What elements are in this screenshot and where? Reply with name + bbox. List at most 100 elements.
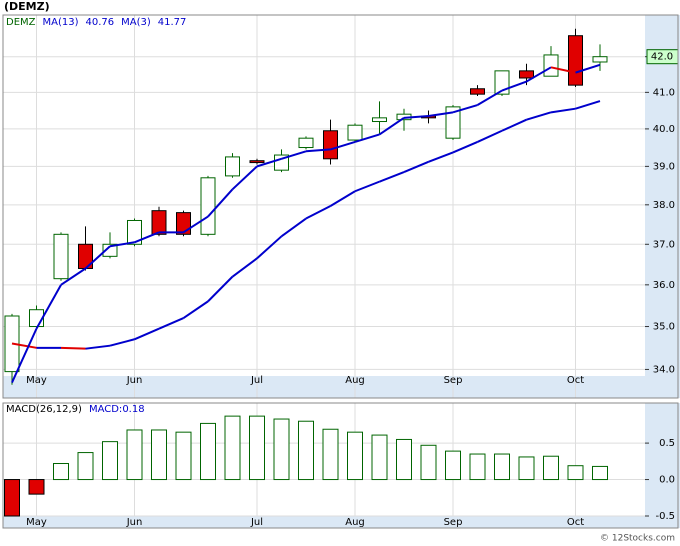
y-tick-label: 38.0	[653, 200, 675, 211]
legend-value: 40.76	[86, 17, 115, 28]
moving-average	[85, 344, 111, 350]
x-axis-strip	[3, 516, 645, 528]
moving-average	[403, 115, 429, 119]
candle-body	[151, 210, 167, 235]
moving-average	[428, 151, 454, 163]
moving-average	[379, 171, 405, 183]
candle-body	[470, 88, 485, 95]
moving-average	[11, 328, 38, 383]
moving-average	[330, 140, 356, 151]
x-tick-label: Jun	[126, 517, 143, 528]
candle-body	[102, 243, 118, 257]
candle-body	[225, 156, 240, 177]
moving-average	[84, 245, 111, 270]
candle-body	[347, 124, 363, 141]
moving-average	[452, 104, 478, 114]
x-tick-label: May	[26, 517, 47, 528]
legend-entry: DEMZ	[6, 17, 36, 28]
macd-bar	[102, 441, 118, 481]
readout-label: MACD:	[89, 404, 122, 415]
legend-entry: MA(3)	[121, 17, 151, 28]
macd-bar	[518, 456, 535, 481]
x-tick-label: Jun	[126, 375, 143, 386]
x-tick-label: Sep	[444, 517, 463, 528]
y-tick-label: 0.0	[659, 475, 675, 486]
moving-average	[280, 217, 307, 238]
moving-average	[35, 284, 62, 330]
y-tick-label: -0.5	[655, 511, 675, 522]
candle-body	[592, 56, 608, 63]
macd-bar	[322, 428, 339, 481]
candle-body	[445, 106, 461, 139]
macd-bar	[175, 431, 192, 481]
macd-bar	[224, 415, 241, 481]
chart-title: (DEMZ)	[4, 0, 50, 13]
moving-average	[231, 257, 258, 278]
macd-bar	[371, 434, 388, 481]
moving-average	[60, 346, 86, 350]
macd-bar	[347, 431, 363, 481]
moving-average	[550, 66, 576, 74]
moving-average	[476, 89, 503, 106]
last-price-label: 42.0	[651, 52, 673, 63]
x-tick-label: Jul	[250, 517, 263, 528]
moving-average	[525, 66, 552, 83]
moving-average	[158, 317, 184, 330]
y-tick-label: 36.0	[653, 280, 675, 291]
moving-average	[526, 111, 552, 121]
moving-average	[109, 338, 135, 347]
macd-bar	[420, 444, 437, 481]
candle-body	[176, 212, 191, 235]
moving-average	[134, 327, 160, 341]
legend-entry: MACD(26,12,9)	[6, 404, 82, 415]
candle-body	[323, 130, 338, 160]
candle-body	[127, 219, 142, 245]
macd-bar	[543, 455, 559, 481]
moving-average	[60, 267, 87, 286]
x-tick-label: Jul	[250, 375, 263, 386]
macd-bar	[151, 429, 167, 481]
candle-body	[372, 117, 387, 123]
x-axis-strip	[3, 376, 645, 398]
macd-bar	[396, 438, 412, 481]
moving-average	[305, 205, 331, 220]
x-tick-label: Oct	[567, 517, 584, 528]
y-tick-label: 34.0	[653, 364, 675, 375]
moving-average	[501, 80, 527, 92]
moving-average	[305, 148, 331, 153]
macd-bar	[592, 465, 608, 481]
moving-average	[354, 180, 380, 193]
moving-average	[256, 157, 282, 168]
candle-body	[249, 160, 265, 164]
y-tick-label: 39.0	[653, 161, 675, 172]
moving-average	[231, 165, 258, 191]
y-tick-label: 40.0	[653, 124, 675, 135]
macd-bar	[126, 429, 143, 481]
y-tick-label: 37.0	[653, 239, 675, 250]
macd-bar	[200, 422, 216, 481]
candle-body	[200, 177, 216, 235]
x-tick-label: Oct	[567, 375, 584, 386]
plot-layer: 34.0 35.0 36.0 37.0 38.0 39.0 40.0 41.0 42.0 May J…	[3, 15, 679, 528]
legend-value: 41.77	[158, 17, 187, 28]
candle-body	[298, 137, 314, 149]
moving-average	[501, 118, 527, 132]
macd-bar	[77, 452, 94, 481]
y-tick-label: 35.0	[653, 322, 675, 333]
macd-bar	[469, 453, 486, 481]
moving-average	[452, 140, 478, 154]
moving-average	[378, 117, 405, 136]
moving-average	[256, 235, 283, 260]
macd-bar	[4, 479, 20, 517]
macd-bar	[298, 420, 314, 481]
moving-average	[329, 190, 356, 207]
moving-average	[428, 111, 454, 117]
x-tick-label: Sep	[444, 375, 463, 386]
macd-bar	[249, 415, 265, 481]
moving-average	[109, 241, 135, 248]
y-axis-strip	[645, 15, 680, 398]
x-tick-label: May	[26, 375, 47, 386]
moving-average	[403, 160, 429, 173]
x-tick-label: Aug	[345, 517, 365, 528]
